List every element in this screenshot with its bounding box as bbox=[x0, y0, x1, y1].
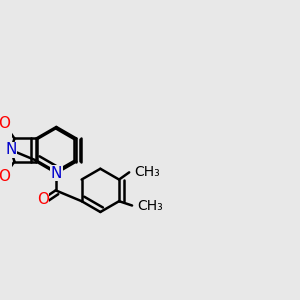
Text: O: O bbox=[0, 116, 10, 130]
Text: O: O bbox=[37, 191, 49, 206]
Text: N: N bbox=[5, 142, 16, 158]
Text: CH₃: CH₃ bbox=[134, 165, 160, 179]
Text: CH₃: CH₃ bbox=[137, 199, 163, 212]
Text: O: O bbox=[0, 169, 10, 184]
Text: N: N bbox=[51, 166, 62, 181]
